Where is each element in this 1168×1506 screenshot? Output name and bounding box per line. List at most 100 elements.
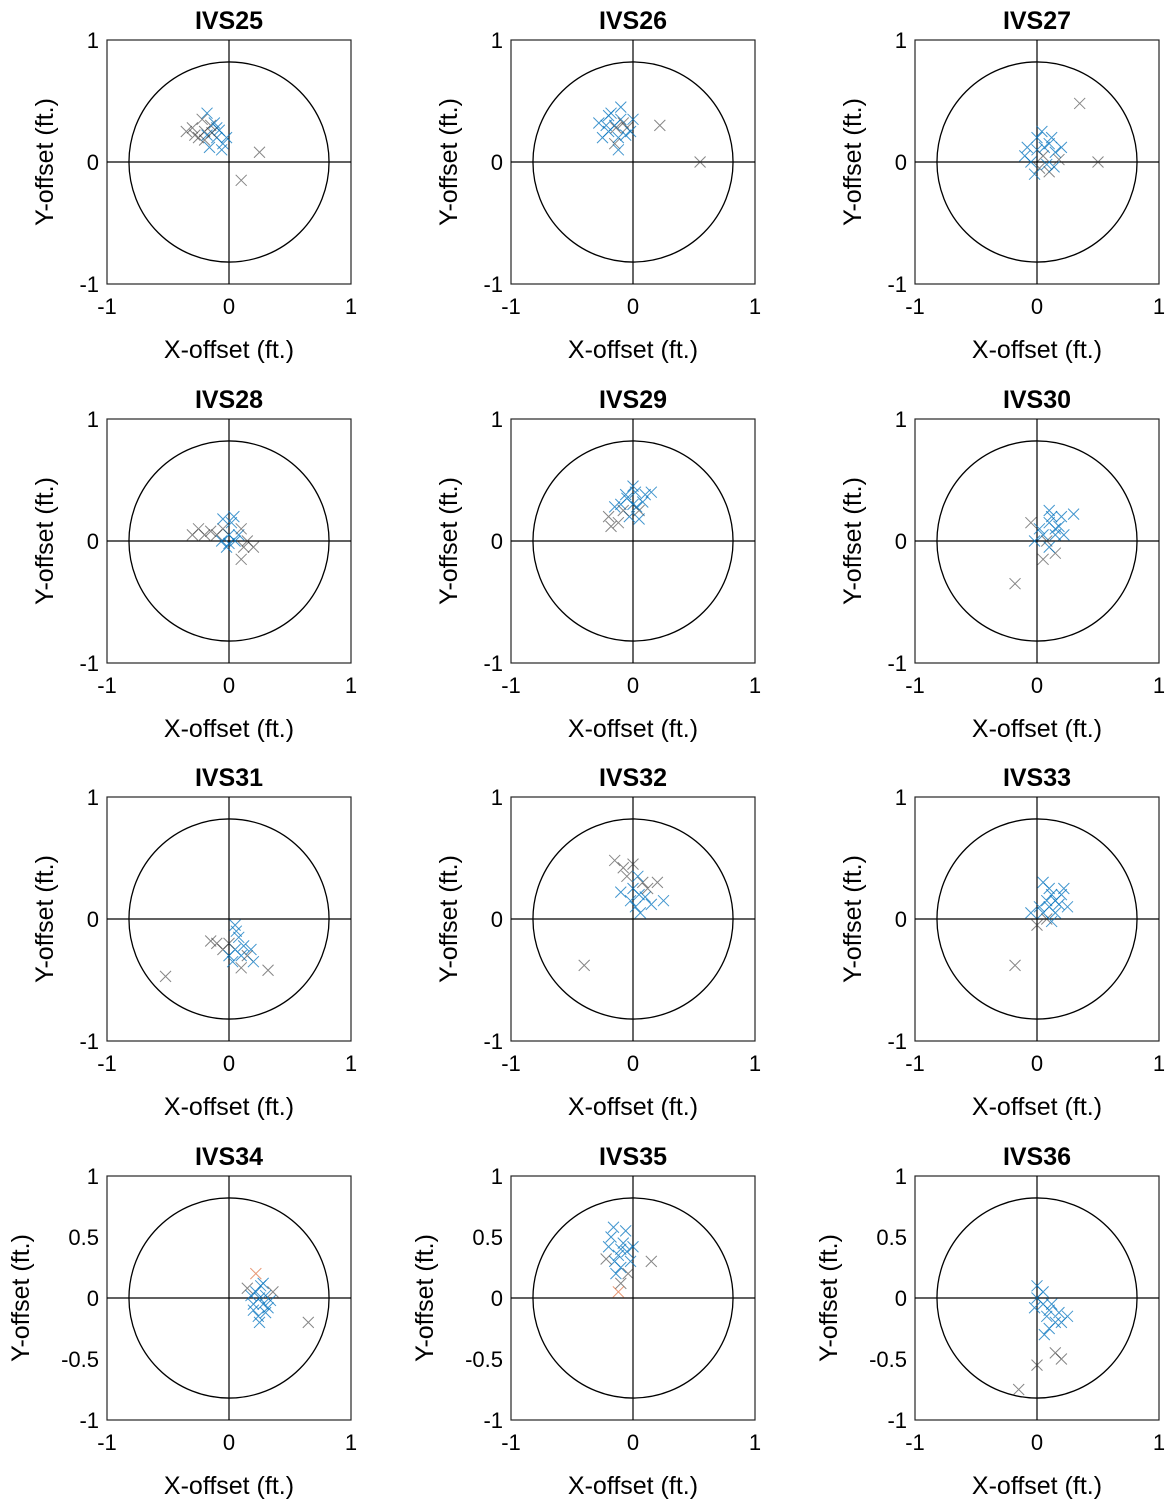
plot-title: IVS34 [195, 1143, 263, 1171]
plot-title: IVS33 [1003, 764, 1071, 792]
x-axis-label: X-offset (ft.) [972, 715, 1102, 743]
data-point [204, 525, 217, 538]
data-point [632, 870, 644, 883]
data-point [204, 119, 217, 132]
data-point [578, 959, 591, 972]
subplot-ivs34: -1 0 1 -1 -0.5 0 0.5 1 IVS34 X-offset (ft.) Y-offs… [7, 1143, 357, 1500]
data-point [607, 1221, 620, 1234]
data-point [1033, 900, 1046, 913]
data-point [653, 119, 666, 132]
x-axis-label: X-offset (ft.) [568, 715, 698, 743]
data-point [1053, 1306, 1065, 1319]
y-tick-label: 0 [895, 1286, 907, 1311]
subplot-ivs29: -1 0 1 -1 0 1 IVS29 X-offset (ft.) Y-offset (ft.… [435, 386, 761, 743]
y-tick-label: 0.5 [472, 1225, 503, 1250]
data-point [1045, 888, 1058, 901]
y-tick-label: 0.5 [876, 1225, 907, 1250]
y-tick-label: -1 [79, 1408, 99, 1433]
tolerance-circle [936, 818, 1138, 1020]
data-point [159, 970, 172, 983]
y-tick-label: -1 [483, 1408, 503, 1433]
plot-title: IVS32 [599, 764, 667, 792]
x-tick-label: 1 [749, 294, 761, 319]
x-tick-label: -1 [905, 1430, 925, 1455]
x-tick-label: 1 [749, 1051, 761, 1076]
data-point [1031, 131, 1043, 144]
y-tick-label: 0.5 [68, 1225, 99, 1250]
y-tick-label: 0 [895, 150, 907, 175]
data-point [600, 119, 613, 132]
y-tick-label: -1 [887, 1029, 907, 1054]
tolerance-circle [936, 61, 1138, 263]
data-point [204, 935, 217, 947]
data-point [641, 882, 654, 895]
y-axis-label: Y-offset (ft.) [31, 98, 59, 226]
x-tick-label: 0 [1031, 1430, 1043, 1455]
x-tick-label: -1 [905, 673, 925, 698]
plot-title: IVS35 [599, 1143, 667, 1171]
data-point [237, 939, 250, 952]
data-point [1028, 168, 1041, 181]
data-point [235, 174, 248, 187]
plot-title: IVS25 [195, 7, 263, 35]
data-point [1040, 1310, 1053, 1323]
x-tick-label: -1 [905, 294, 925, 319]
x-tick-label: -1 [501, 1430, 521, 1455]
data-point [596, 131, 609, 144]
x-tick-label: 0 [627, 1051, 639, 1076]
x-tick-label: -1 [97, 1051, 117, 1076]
data-point [1025, 516, 1037, 529]
data-point [629, 900, 642, 913]
data-point [1021, 141, 1034, 154]
data-point [1049, 522, 1062, 535]
data-point [617, 117, 630, 129]
data-point [229, 535, 241, 547]
x-tick-label: 1 [345, 1430, 357, 1455]
y-tick-label: 0 [87, 529, 99, 554]
data-point [245, 1289, 257, 1302]
data-point [612, 1249, 625, 1262]
x-tick-label: 0 [1031, 673, 1043, 698]
y-tick-label: 0 [895, 529, 907, 554]
data-point [614, 1261, 627, 1274]
x-tick-label: -1 [97, 294, 117, 319]
data-point [210, 529, 223, 541]
y-tick-label: 1 [491, 785, 503, 810]
data-point [651, 876, 664, 889]
data-point [1053, 898, 1065, 911]
data-point [1053, 520, 1065, 533]
data-point [235, 949, 248, 962]
plot-title: IVS29 [599, 386, 667, 414]
data-point [235, 522, 248, 535]
y-axis-label: Y-offset (ft.) [815, 1234, 843, 1362]
x-axis-label: X-offset (ft.) [972, 1093, 1102, 1121]
y-tick-label: -1 [887, 272, 907, 297]
data-point [602, 109, 615, 122]
data-point [619, 129, 632, 142]
data-point [229, 919, 241, 931]
subplot-ivs36: -1 0 1 -1 -0.5 0 0.5 1 IVS36 X-offset (ft.) Y-offs… [815, 1143, 1165, 1500]
data-point [1031, 1279, 1043, 1292]
data-point [624, 894, 637, 907]
data-point [1048, 161, 1060, 173]
data-point [259, 1306, 272, 1319]
data-point [1045, 915, 1058, 928]
x-axis-label: X-offset (ft.) [164, 336, 294, 364]
data-point [235, 553, 248, 566]
y-tick-label: 0 [895, 907, 907, 932]
x-tick-label: 1 [1153, 1051, 1165, 1076]
data-point [225, 516, 238, 529]
data-point [633, 513, 645, 525]
data-point [645, 486, 658, 499]
data-point [1037, 529, 1049, 541]
x-tick-label: 1 [345, 1051, 357, 1076]
y-tick-label: -0.5 [465, 1347, 503, 1372]
y-tick-label: 1 [491, 1164, 503, 1189]
data-point [1043, 541, 1056, 553]
data-point [612, 143, 625, 156]
subplot-ivs35: -1 0 1 -1 -0.5 0 0.5 1 IVS35 X-offset (ft.) Y-offs… [411, 1143, 761, 1500]
data-point [624, 125, 637, 138]
y-tick-label: -1 [483, 1029, 503, 1054]
x-tick-label: 1 [1153, 294, 1165, 319]
data-point [247, 541, 260, 553]
